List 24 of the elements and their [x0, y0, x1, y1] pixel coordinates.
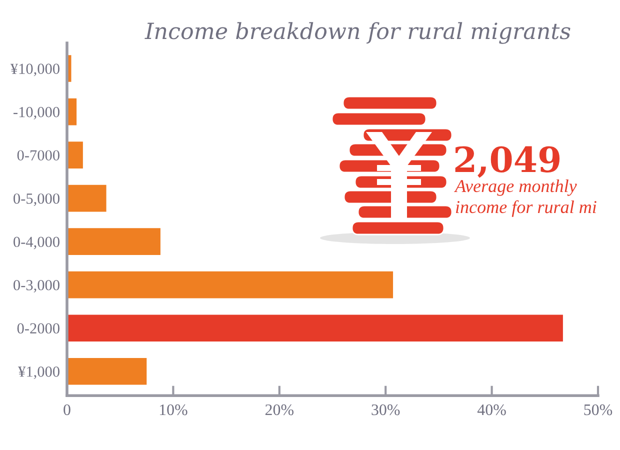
annotation: income for rural mi [456, 200, 596, 217]
bar [67, 142, 83, 168]
x-tick-label: 0 [64, 404, 70, 416]
bar [67, 314, 563, 342]
annotation: Average monthly [454, 179, 577, 196]
x-tick-label: 50% [584, 404, 612, 416]
y-tick-label: 0-5,000 [14, 193, 60, 206]
y-tick-label: 0-3,000 [14, 280, 60, 292]
bar [67, 228, 160, 255]
y-tick-label: ¥1,000 [18, 366, 60, 380]
bar [67, 184, 106, 212]
bar [67, 358, 147, 385]
x-tick-label: 10% [160, 404, 188, 416]
y-tick-label: -10,000 [14, 106, 60, 120]
y-tick-label: 0-2000 [17, 323, 60, 334]
annotation: 2,049 [455, 146, 560, 178]
y-tick-label: 0-7000 [17, 150, 60, 161]
bar [67, 271, 394, 298]
x-tick-label: 20% [265, 404, 294, 416]
y-tick-label: ¥10,000 [10, 64, 60, 76]
x-tick-label: 40% [477, 404, 506, 416]
x-tick-label: 30% [372, 404, 400, 416]
chart-title: Income breakdown for rural migrants [144, 22, 570, 44]
y-tick-label: 0-4,000 [14, 236, 60, 250]
